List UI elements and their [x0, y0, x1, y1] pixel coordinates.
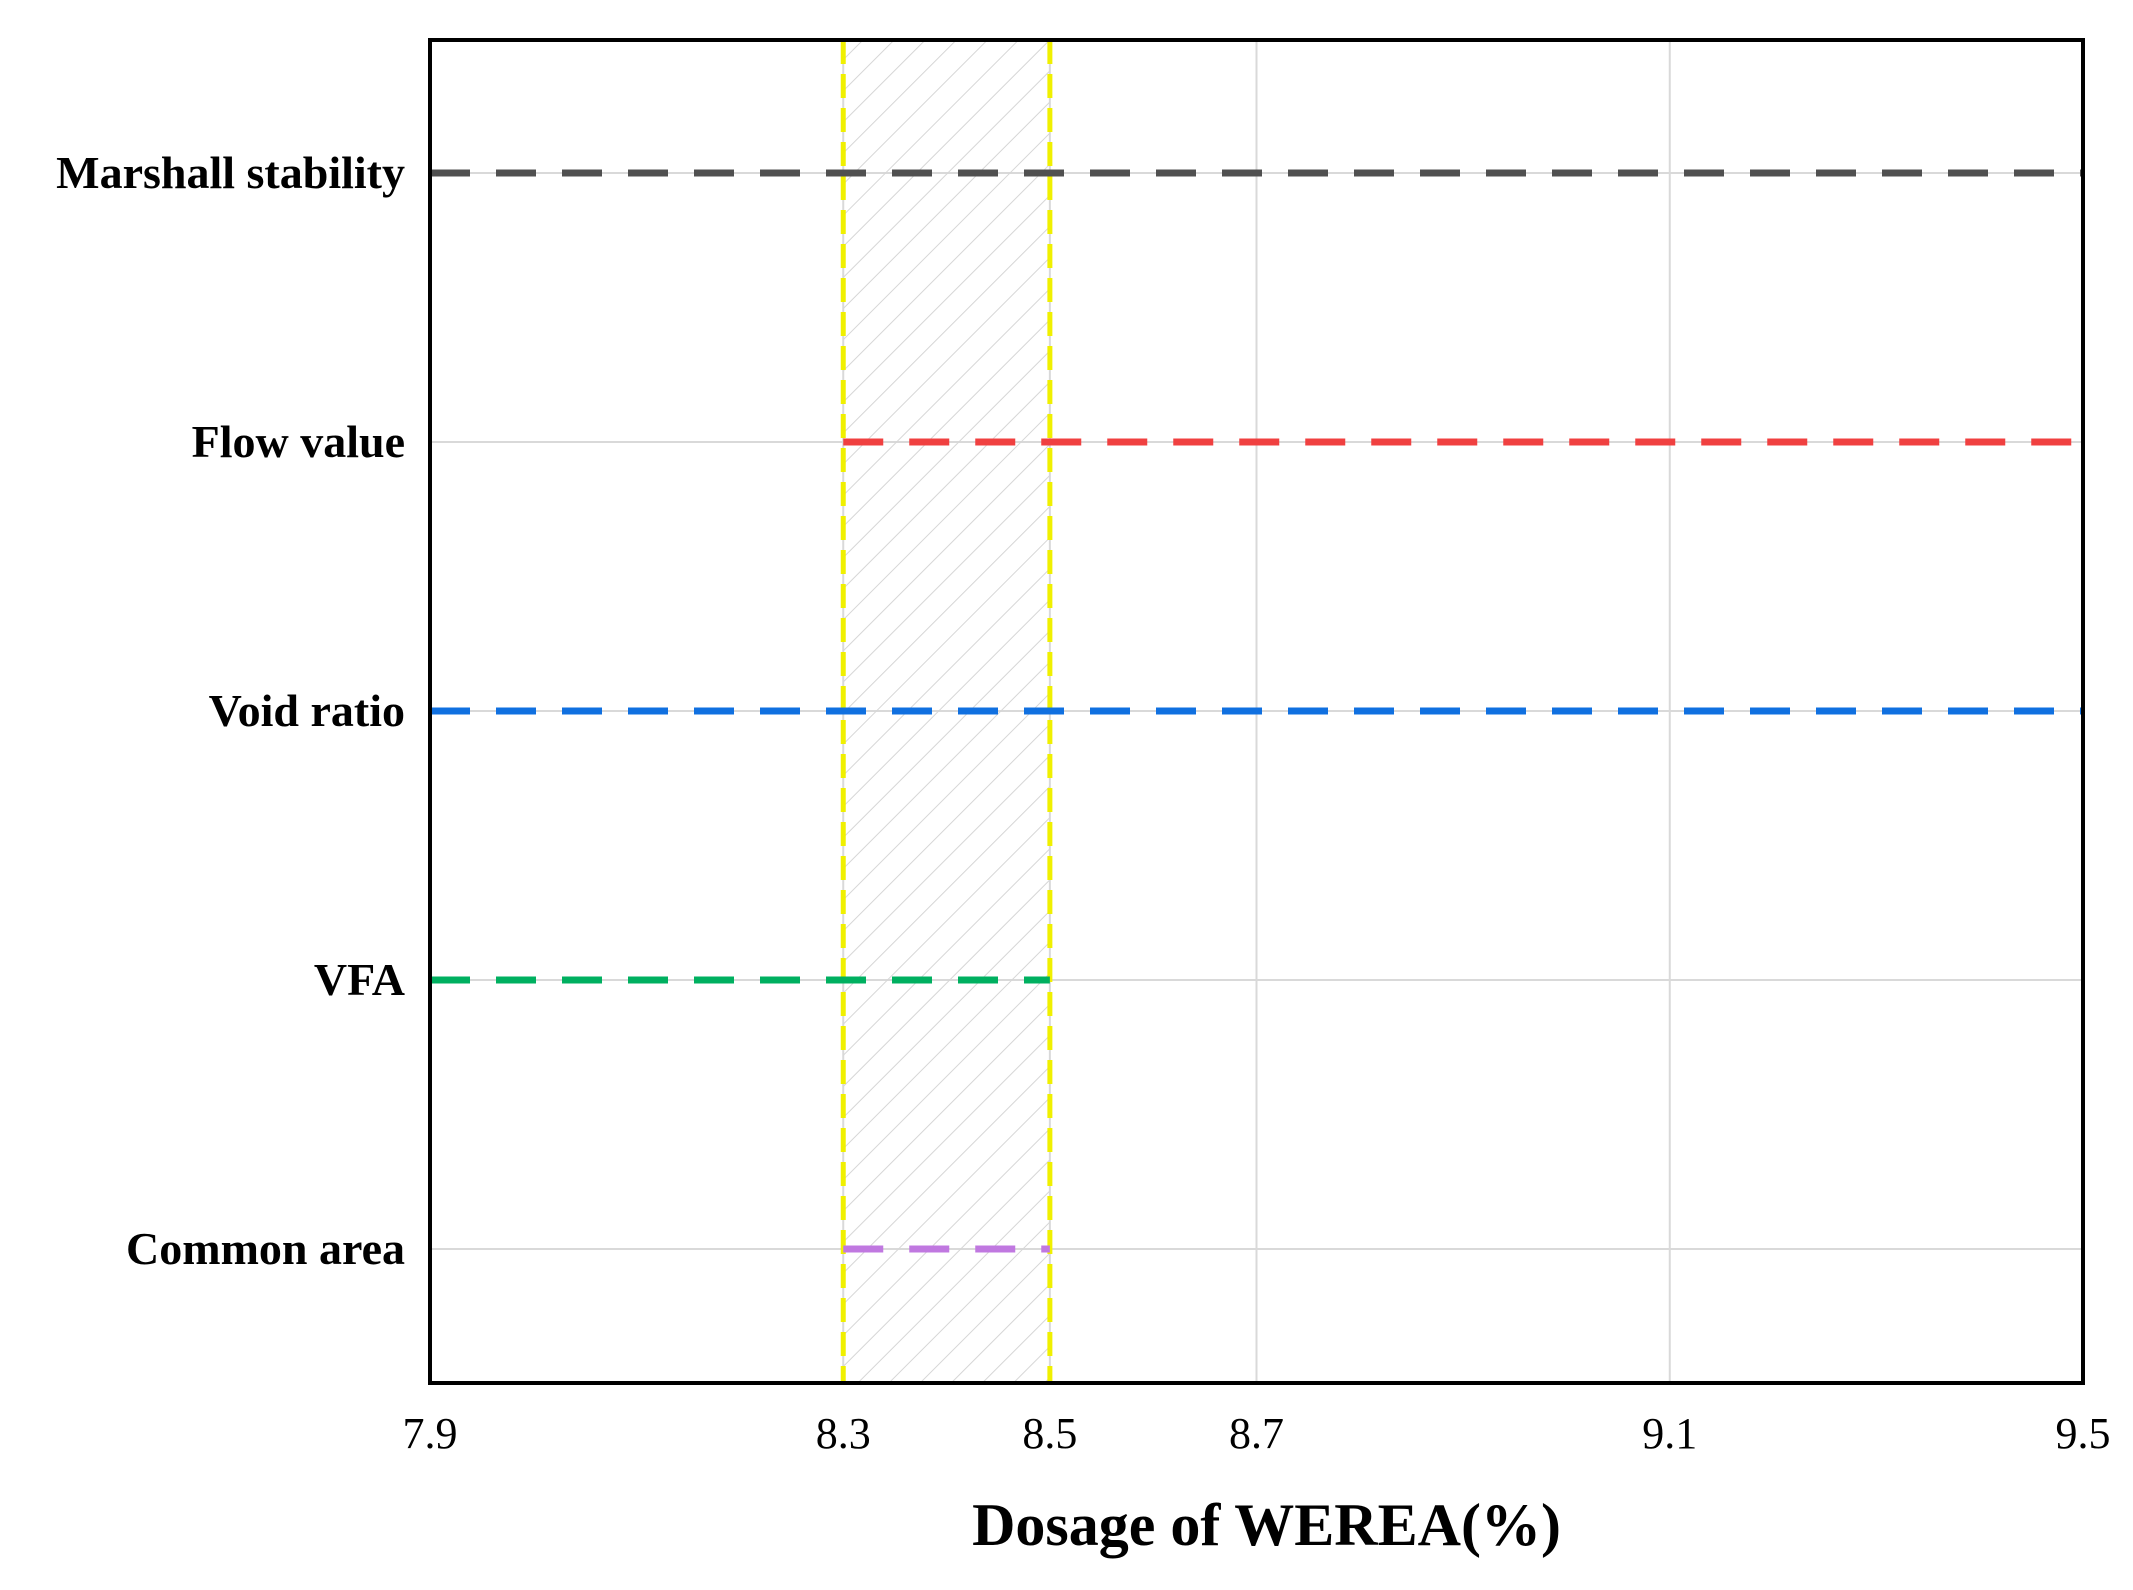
- x-tick-label-9-1: 9.1: [1642, 1409, 1697, 1458]
- series-lines: [430, 169, 2083, 1253]
- x-tick-label-9-5: 9.5: [2056, 1409, 2111, 1458]
- category-label-common-area: Common area: [126, 1223, 405, 1274]
- common-range-band: [840, 40, 1053, 1383]
- category-label-marshall-stability: Marshall stability: [56, 147, 405, 198]
- x-tick-label-7-9: 7.9: [403, 1409, 458, 1458]
- x-axis-title: Dosage of WEREA(%): [972, 1492, 1561, 1558]
- x-tick-label-8-5: 8.5: [1022, 1409, 1077, 1458]
- x-tick-label-8-3: 8.3: [816, 1409, 871, 1458]
- category-label-flow-value: Flow value: [192, 416, 405, 467]
- x-tick-label-8-7: 8.7: [1229, 1409, 1284, 1458]
- category-label-void-ratio: Void ratio: [209, 685, 405, 736]
- band-hatch-fill: [843, 40, 1050, 1383]
- x-tick-labels: 7.9 8.3 8.5 8.7 9.1 9.5: [403, 1409, 2111, 1458]
- category-label-vfa: VFA: [314, 954, 405, 1005]
- plot-frame: [428, 38, 2085, 1385]
- category-labels: Marshall stability Flow value Void ratio VF…: [56, 147, 405, 1274]
